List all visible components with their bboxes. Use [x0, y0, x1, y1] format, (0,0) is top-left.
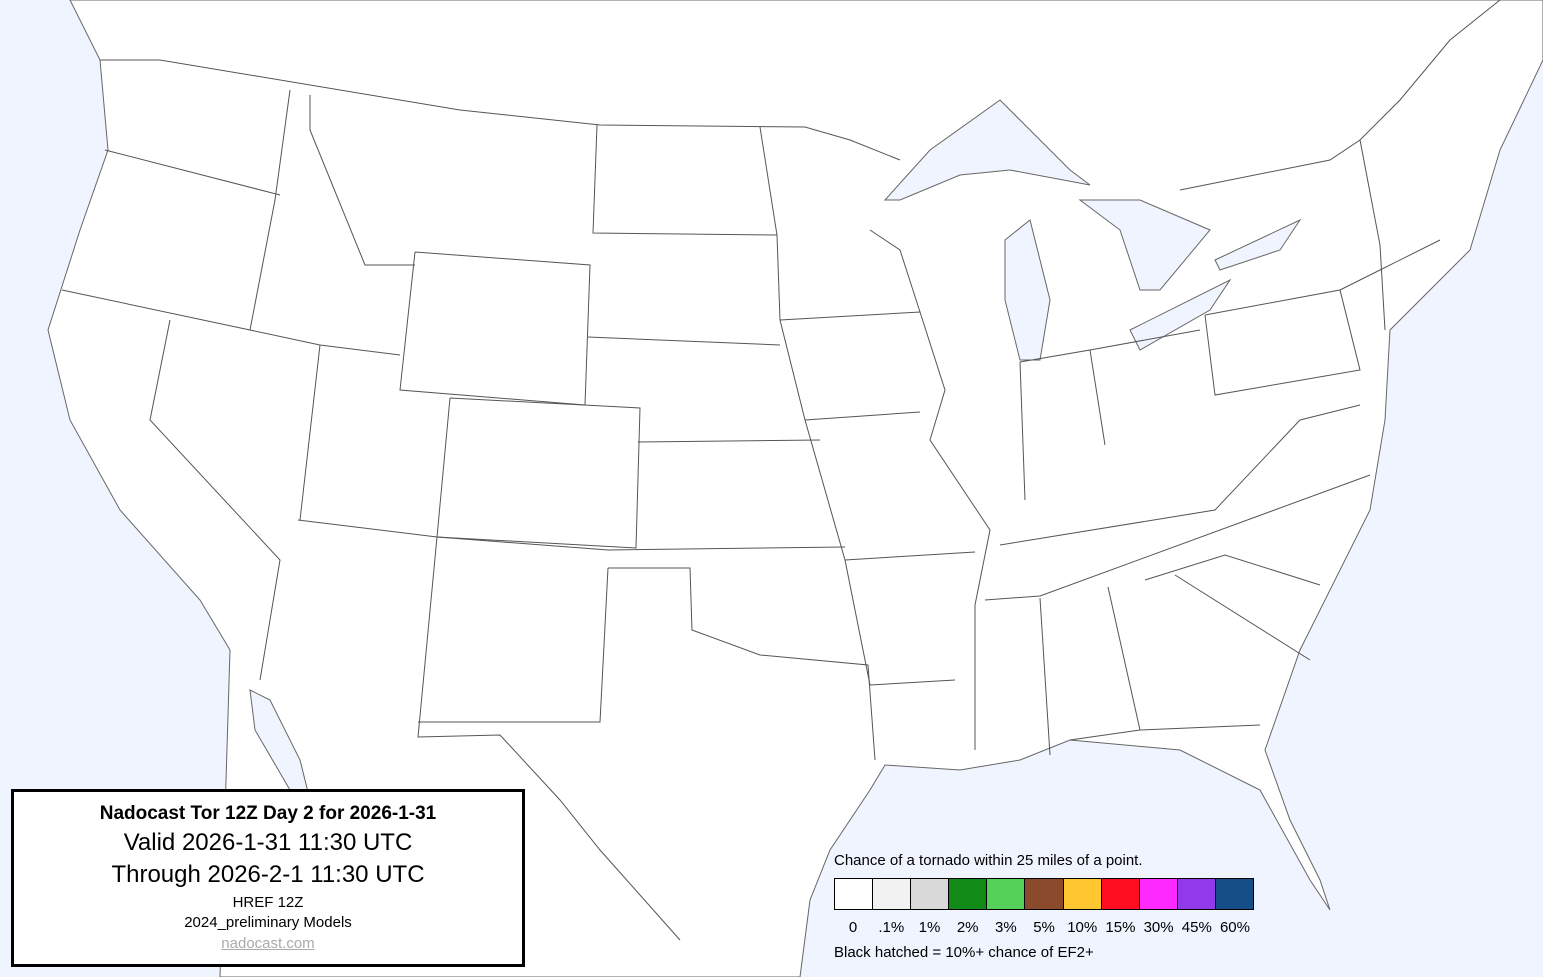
- lake-superior: [883, 99, 1091, 201]
- legend-label: 30%: [1143, 919, 1174, 936]
- legend-swatch: [835, 879, 874, 909]
- legend-title: Chance of a tornado within 25 miles of a…: [834, 852, 1143, 869]
- legend-swatch: [1101, 879, 1140, 909]
- legend: Chance of a tornado within 25 miles of a…: [834, 852, 1254, 961]
- legend-labels: 0 .1% 1% 2% 3% 5% 10% 15% 30% 45% 60%: [834, 919, 1254, 936]
- legend-label: 5%: [1033, 919, 1055, 936]
- legend-label: 15%: [1105, 919, 1136, 936]
- legend-label: 0: [848, 919, 858, 936]
- great-lakes: [883, 99, 1302, 361]
- legend-label: 1%: [918, 919, 941, 936]
- legend-swatches: [834, 878, 1254, 910]
- legend-label: 60%: [1219, 919, 1250, 936]
- lake-ontario: [1214, 218, 1302, 271]
- legend-swatch: [1177, 879, 1216, 909]
- legend-swatch: [873, 879, 912, 909]
- state-borders: [61, 0, 1501, 941]
- legend-swatch: [1025, 879, 1064, 909]
- map-title: Nadocast Tor 12Z Day 2 for 2026-1-31: [99, 803, 437, 824]
- legend-swatch: [1139, 879, 1178, 909]
- through-time: Through 2026-2-1 11:30 UTC: [111, 861, 425, 888]
- legend-swatch: [949, 879, 988, 909]
- model-name: HREF 12Z: [232, 894, 304, 911]
- legend-swatch: [1215, 879, 1254, 909]
- nadocast-link[interactable]: nadocast.com: [221, 935, 315, 952]
- lake-huron: [1078, 199, 1211, 291]
- legend-label: 3%: [995, 919, 1017, 936]
- legend-swatch: [911, 879, 950, 909]
- valid-time: Valid 2026-1-31 11:30 UTC: [123, 829, 413, 856]
- legend-swatch: [1063, 879, 1102, 909]
- legend-label: .1%: [878, 919, 905, 936]
- models-version: 2024_preliminary Models: [184, 914, 352, 931]
- legend-label: 10%: [1067, 919, 1098, 936]
- legend-swatch: [987, 879, 1026, 909]
- legend-note: Black hatched = 10%+ chance of EF2+: [834, 944, 1094, 961]
- title-box: Nadocast Tor 12Z Day 2 for 2026-1-31 Val…: [11, 789, 525, 967]
- legend-label: 45%: [1181, 919, 1212, 936]
- lake-erie: [1129, 278, 1232, 351]
- lake-michigan: [1004, 219, 1051, 361]
- legend-label: 2%: [956, 919, 979, 936]
